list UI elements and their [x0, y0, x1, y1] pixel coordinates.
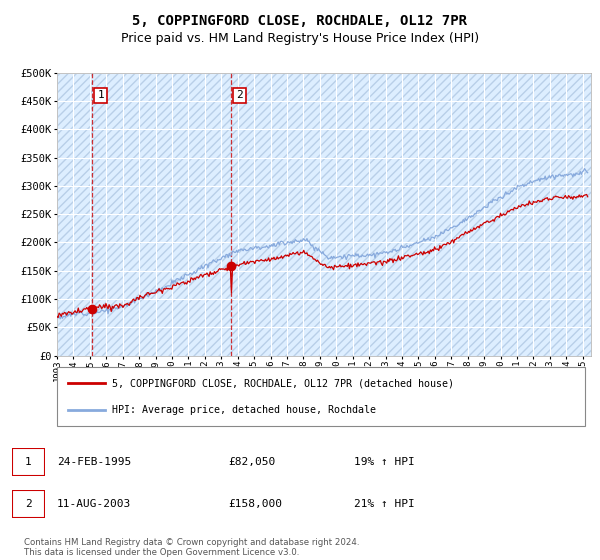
FancyBboxPatch shape	[57, 367, 585, 426]
Text: 2: 2	[25, 499, 32, 509]
Text: HPI: Average price, detached house, Rochdale: HPI: Average price, detached house, Roch…	[112, 405, 376, 416]
Text: Price paid vs. HM Land Registry's House Price Index (HPI): Price paid vs. HM Land Registry's House …	[121, 32, 479, 45]
Text: £158,000: £158,000	[228, 499, 282, 509]
FancyBboxPatch shape	[12, 448, 45, 476]
Text: 1: 1	[25, 457, 32, 467]
FancyBboxPatch shape	[12, 490, 45, 518]
Text: 5, COPPINGFORD CLOSE, ROCHDALE, OL12 7PR: 5, COPPINGFORD CLOSE, ROCHDALE, OL12 7PR	[133, 14, 467, 28]
Text: 11-AUG-2003: 11-AUG-2003	[57, 499, 131, 509]
Text: 5, COPPINGFORD CLOSE, ROCHDALE, OL12 7PR (detached house): 5, COPPINGFORD CLOSE, ROCHDALE, OL12 7PR…	[112, 378, 454, 388]
Text: 2: 2	[236, 90, 243, 100]
Text: 21% ↑ HPI: 21% ↑ HPI	[354, 499, 415, 509]
Text: 19% ↑ HPI: 19% ↑ HPI	[354, 457, 415, 467]
Text: £82,050: £82,050	[228, 457, 275, 467]
Text: 1: 1	[97, 90, 104, 100]
Text: Contains HM Land Registry data © Crown copyright and database right 2024.
This d: Contains HM Land Registry data © Crown c…	[24, 538, 359, 557]
Text: 24-FEB-1995: 24-FEB-1995	[57, 457, 131, 467]
